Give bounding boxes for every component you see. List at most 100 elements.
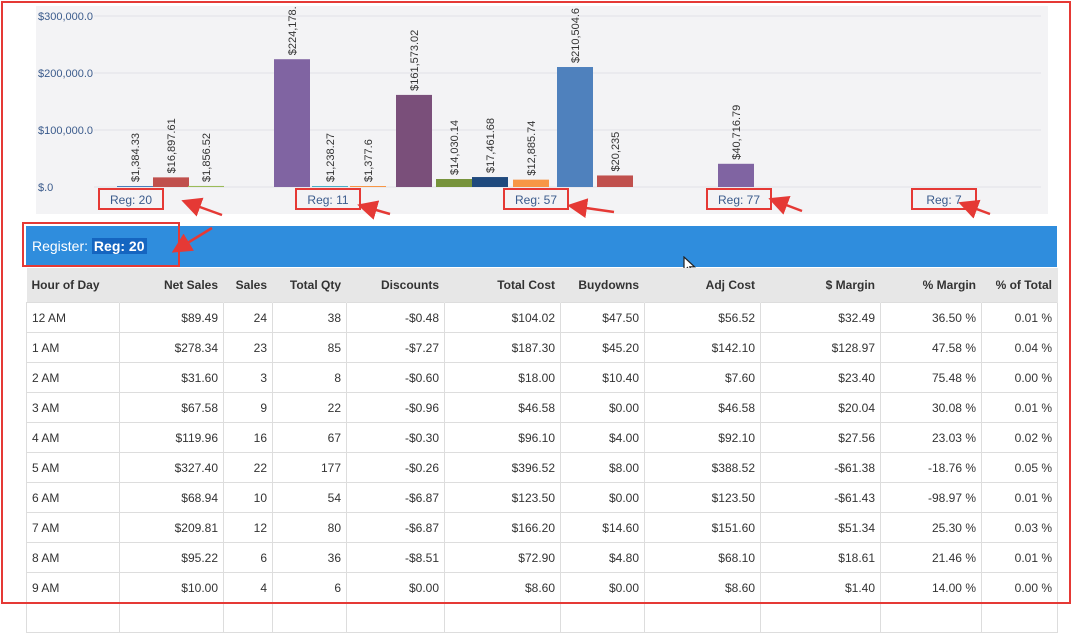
register-axis-label[interactable]: Reg: 77 bbox=[718, 193, 760, 207]
column-header[interactable]: % of Total bbox=[981, 268, 1058, 303]
table-cell: 23.03 % bbox=[880, 422, 982, 453]
table-row[interactable] bbox=[26, 602, 1058, 633]
table-row[interactable]: 4 AM $119.96 16 67 -$0.30 $96.10 $4.00 $92.10 $2… bbox=[26, 422, 1058, 453]
table-cell: -$0.96 bbox=[346, 392, 445, 423]
table-cell: $92.10 bbox=[644, 422, 761, 453]
column-header[interactable]: Total Qty bbox=[272, 268, 347, 303]
table-row[interactable]: 8 AM $95.22 6 36 -$8.51 $72.90 $4.80 $68.10 $18.… bbox=[26, 542, 1058, 573]
y-tick-label: $.0 bbox=[38, 182, 53, 194]
table-row[interactable]: 12 AM $89.49 24 38 -$0.48 $104.02 $47.50 $56.52… bbox=[26, 302, 1058, 333]
table-cell bbox=[880, 602, 982, 633]
table-cell: 2 AM bbox=[26, 362, 120, 393]
table-cell: 4 bbox=[223, 572, 273, 603]
chart-bar[interactable] bbox=[513, 179, 549, 187]
column-header[interactable]: Total Cost bbox=[444, 268, 561, 303]
chart-bar[interactable] bbox=[396, 94, 432, 187]
column-header[interactable]: Sales bbox=[223, 268, 273, 303]
table-cell: $0.00 bbox=[346, 572, 445, 603]
chart-bar[interactable] bbox=[117, 186, 153, 187]
column-header[interactable]: Hour of Day bbox=[26, 268, 120, 303]
table-row[interactable]: 7 AM $209.81 12 80 -$6.87 $166.20 $14.60 $151.6… bbox=[26, 512, 1058, 543]
register-axis-label[interactable]: Reg: 7 bbox=[926, 193, 962, 207]
chart-bar[interactable] bbox=[557, 67, 593, 187]
table-cell: -$6.87 bbox=[346, 482, 445, 513]
table-cell: 30.08 % bbox=[880, 392, 982, 423]
table-cell: $128.97 bbox=[760, 332, 881, 363]
chart-bar[interactable] bbox=[350, 186, 386, 187]
chart-bar[interactable] bbox=[188, 185, 224, 187]
table-cell: -$0.48 bbox=[346, 302, 445, 333]
table-row[interactable]: 9 AM $10.00 4 6 $0.00 $8.60 $0.00 $8.60 $1.40 14.… bbox=[26, 572, 1058, 603]
bar-value-label: $1,384.33 bbox=[130, 133, 142, 182]
table-row[interactable]: 5 AM $327.40 22 177 -$0.26 $396.52 $8.00 $388.5… bbox=[26, 452, 1058, 483]
bar-value-label: $40,716.79 bbox=[731, 105, 743, 160]
column-header[interactable]: $ Margin bbox=[760, 268, 881, 303]
table-cell: 3 AM bbox=[26, 392, 120, 423]
table-cell: 0.00 % bbox=[981, 572, 1058, 603]
table-cell: 0.01 % bbox=[981, 302, 1058, 333]
table-cell: 10 bbox=[223, 482, 273, 513]
table-row[interactable]: 6 AM $68.94 10 54 -$6.87 $123.50 $0.00 $123.50-… bbox=[26, 482, 1058, 513]
column-header[interactable]: Buydowns bbox=[560, 268, 645, 303]
table-cell: 4 AM bbox=[26, 422, 120, 453]
table-cell: $0.00 bbox=[560, 482, 645, 513]
table-cell: $8.60 bbox=[444, 572, 561, 603]
table-cell bbox=[444, 602, 561, 633]
register-chart: $300,000.0 $200,000.0 $100,000.0 $.0 $1,384.… bbox=[36, 6, 1048, 214]
chart-bar[interactable] bbox=[597, 175, 633, 187]
y-tick-label: $300,000.0 bbox=[38, 11, 93, 23]
register-axis-label[interactable]: Reg: 20 bbox=[110, 193, 152, 207]
chart-bar[interactable] bbox=[312, 186, 348, 187]
table-cell: 75.48 % bbox=[880, 362, 982, 393]
table-cell: -$0.30 bbox=[346, 422, 445, 453]
table-cell: $96.10 bbox=[444, 422, 561, 453]
table-cell: $51.34 bbox=[760, 512, 881, 543]
chart-canvas: $300,000.0 $200,000.0 $100,000.0 $.0 $1,384.… bbox=[38, 6, 1041, 210]
table-cell: $0.00 bbox=[560, 392, 645, 423]
register-prefix: Register: bbox=[32, 238, 89, 254]
table-cell: 12 bbox=[223, 512, 273, 543]
table-cell: $1.40 bbox=[760, 572, 881, 603]
table-cell: -$8.51 bbox=[346, 542, 445, 573]
table-cell: 6 AM bbox=[26, 482, 120, 513]
table-cell: $23.40 bbox=[760, 362, 881, 393]
table-cell bbox=[119, 602, 224, 633]
bar-value-label: $17,461.68 bbox=[485, 118, 497, 173]
table-cell: 8 bbox=[272, 362, 347, 393]
table-cell: 22 bbox=[223, 452, 273, 483]
column-header[interactable]: % Margin bbox=[880, 268, 982, 303]
table-cell: $18.00 bbox=[444, 362, 561, 393]
table-cell: 5 AM bbox=[26, 452, 120, 483]
register-axis-label[interactable]: Reg: 57 bbox=[515, 193, 557, 207]
column-header[interactable]: Net Sales bbox=[119, 268, 224, 303]
table-row[interactable]: 2 AM $31.60 3 8 -$0.60 $18.00 $10.40 $7.60 $23.4… bbox=[26, 362, 1058, 393]
table-row[interactable]: 1 AM $278.34 23 85 -$7.27 $187.30 $45.20 $142.1… bbox=[26, 332, 1058, 363]
chart-bar[interactable] bbox=[472, 177, 508, 187]
table-cell: 23 bbox=[223, 332, 273, 363]
table-cell: $8.60 bbox=[644, 572, 761, 603]
table-row[interactable]: 3 AM $67.58 9 22 -$0.96 $46.58 $0.00 $46.58 $20.… bbox=[26, 392, 1058, 423]
column-header[interactable]: Discounts bbox=[346, 268, 445, 303]
chart-bar[interactable] bbox=[274, 59, 310, 187]
table-cell: $46.58 bbox=[444, 392, 561, 423]
table-cell: 177 bbox=[272, 452, 347, 483]
table-cell: $4.00 bbox=[560, 422, 645, 453]
bar-value-label: $210,504.6 bbox=[570, 8, 582, 63]
register-label-highlight bbox=[295, 188, 361, 210]
table-cell bbox=[981, 602, 1058, 633]
chart-bar[interactable] bbox=[153, 177, 189, 187]
table-cell: $104.02 bbox=[444, 302, 561, 333]
register-value[interactable]: Reg: 20 bbox=[91, 238, 147, 254]
chart-bar[interactable] bbox=[718, 163, 754, 187]
table-cell: 54 bbox=[272, 482, 347, 513]
table-cell: $10.40 bbox=[560, 362, 645, 393]
table-cell: $45.20 bbox=[560, 332, 645, 363]
table-cell: $31.60 bbox=[119, 362, 224, 393]
bar-value-label: $14,030.14 bbox=[449, 120, 461, 175]
table-cell: 0.03 % bbox=[981, 512, 1058, 543]
column-header[interactable]: Adj Cost bbox=[644, 268, 761, 303]
chart-bar[interactable] bbox=[436, 179, 472, 187]
table-cell: $123.50 bbox=[644, 482, 761, 513]
table-cell: -18.76 % bbox=[880, 452, 982, 483]
register-axis-label[interactable]: Reg: 11 bbox=[307, 193, 348, 207]
